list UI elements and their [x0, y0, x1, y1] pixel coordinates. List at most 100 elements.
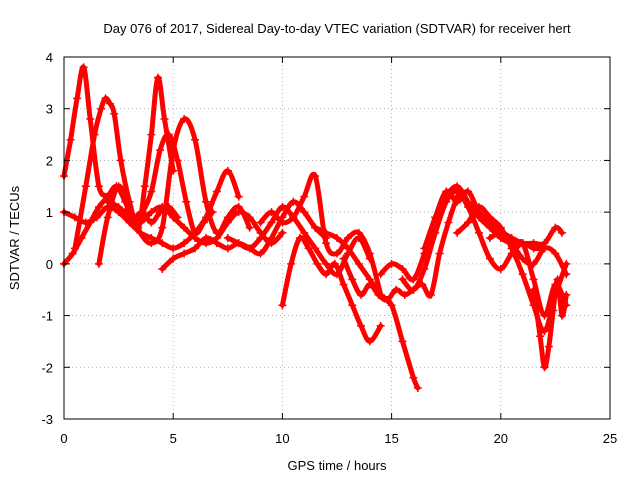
data-point-plus	[300, 208, 309, 217]
x-tick-label: 15	[384, 431, 398, 446]
data-point-plus	[518, 239, 527, 248]
data-point-plus	[464, 187, 473, 196]
x-tick-label: 25	[603, 431, 617, 446]
data-point-plus	[256, 249, 265, 258]
data-point-plus	[365, 280, 374, 289]
data-point-plus	[164, 130, 173, 139]
data-point-plus	[474, 202, 483, 211]
data-point-plus	[160, 115, 169, 124]
data-point-plus	[330, 259, 339, 268]
data-point-plus	[94, 259, 103, 268]
y-tick-label: 0	[46, 257, 53, 272]
data-point-plus	[180, 249, 189, 258]
data-point-plus	[343, 234, 352, 242]
series-s12	[339, 192, 462, 305]
data-point-plus	[169, 244, 178, 253]
data-point-plus	[158, 223, 167, 232]
data-point-plus	[300, 192, 309, 201]
data-point-plus	[453, 197, 462, 206]
data-point-plus	[125, 202, 134, 211]
data-point-plus	[536, 332, 545, 341]
data-point-plus	[540, 363, 549, 372]
data-point-plus	[147, 234, 156, 242]
data-point-plus	[147, 218, 156, 227]
data-point-plus	[444, 218, 453, 227]
data-point-plus	[173, 156, 182, 165]
data-point-plus	[518, 254, 527, 263]
data-point-plus	[398, 337, 407, 346]
data-point-plus	[201, 213, 210, 222]
data-point-plus	[267, 208, 276, 217]
data-point-plus	[544, 342, 553, 351]
data-point-plus	[507, 244, 516, 253]
data-point-plus	[169, 213, 178, 222]
data-point-plus	[540, 239, 549, 248]
data-point-plus	[256, 218, 265, 227]
data-point-plus	[295, 234, 304, 242]
data-point-plus	[81, 218, 90, 227]
data-point-plus	[101, 94, 110, 103]
data-point-plus	[529, 275, 538, 284]
data-point-plus	[474, 228, 483, 237]
series-trace	[61, 131, 215, 267]
data-point-plus	[158, 202, 167, 211]
data-point-plus	[86, 115, 95, 124]
series-s19	[507, 239, 571, 320]
data-point-plus	[322, 259, 331, 268]
data-point-plus	[267, 234, 276, 242]
data-point-plus	[182, 197, 191, 206]
data-point-plus	[267, 218, 276, 227]
data-point-plus	[234, 239, 243, 248]
data-point-plus	[485, 234, 494, 242]
data-point-plus	[212, 187, 221, 196]
data-point-plus	[110, 109, 119, 118]
data-point-plus	[114, 202, 123, 211]
data-point-plus	[92, 213, 101, 222]
data-point-plus	[562, 301, 571, 310]
data-point-plus	[435, 249, 444, 258]
series-layer	[60, 63, 571, 392]
data-point-plus	[374, 290, 383, 299]
series-s9	[256, 171, 385, 299]
data-point-plus	[339, 280, 348, 289]
data-point-plus	[81, 182, 90, 191]
data-point-plus	[387, 259, 396, 268]
y-tick-label: -1	[41, 309, 53, 324]
data-point-plus	[278, 228, 287, 237]
y-tick-label: 3	[46, 102, 53, 117]
data-point-plus	[549, 306, 558, 315]
data-point-plus	[464, 218, 473, 227]
data-point-plus	[90, 130, 99, 139]
data-point-plus	[304, 244, 313, 253]
data-point-plus	[376, 270, 385, 279]
data-point-plus	[180, 223, 189, 232]
data-point-plus	[398, 275, 407, 284]
data-point-plus	[212, 239, 221, 248]
series-s10	[278, 234, 385, 346]
series-s6	[103, 197, 287, 248]
data-point-plus	[103, 197, 112, 206]
data-point-plus	[339, 254, 348, 263]
data-point-plus	[158, 265, 167, 274]
data-point-plus	[223, 218, 232, 227]
data-point-plus	[136, 228, 145, 237]
data-point-plus	[201, 197, 210, 206]
data-point-plus	[114, 182, 123, 191]
data-point-plus	[223, 166, 232, 175]
data-point-plus	[201, 234, 210, 242]
data-point-plus	[289, 197, 298, 206]
data-point-plus	[529, 239, 538, 248]
data-point-plus	[442, 197, 451, 206]
data-point-plus	[70, 213, 79, 222]
data-point-plus	[507, 234, 516, 242]
data-point-plus	[464, 202, 473, 211]
series-trace	[96, 116, 253, 267]
data-point-plus	[343, 244, 352, 253]
data-point-plus	[153, 73, 162, 82]
data-point-plus	[77, 234, 86, 242]
series-s11	[311, 223, 422, 392]
x-tick-label: 5	[170, 431, 177, 446]
data-point-plus	[426, 290, 435, 299]
data-point-plus	[278, 301, 287, 310]
